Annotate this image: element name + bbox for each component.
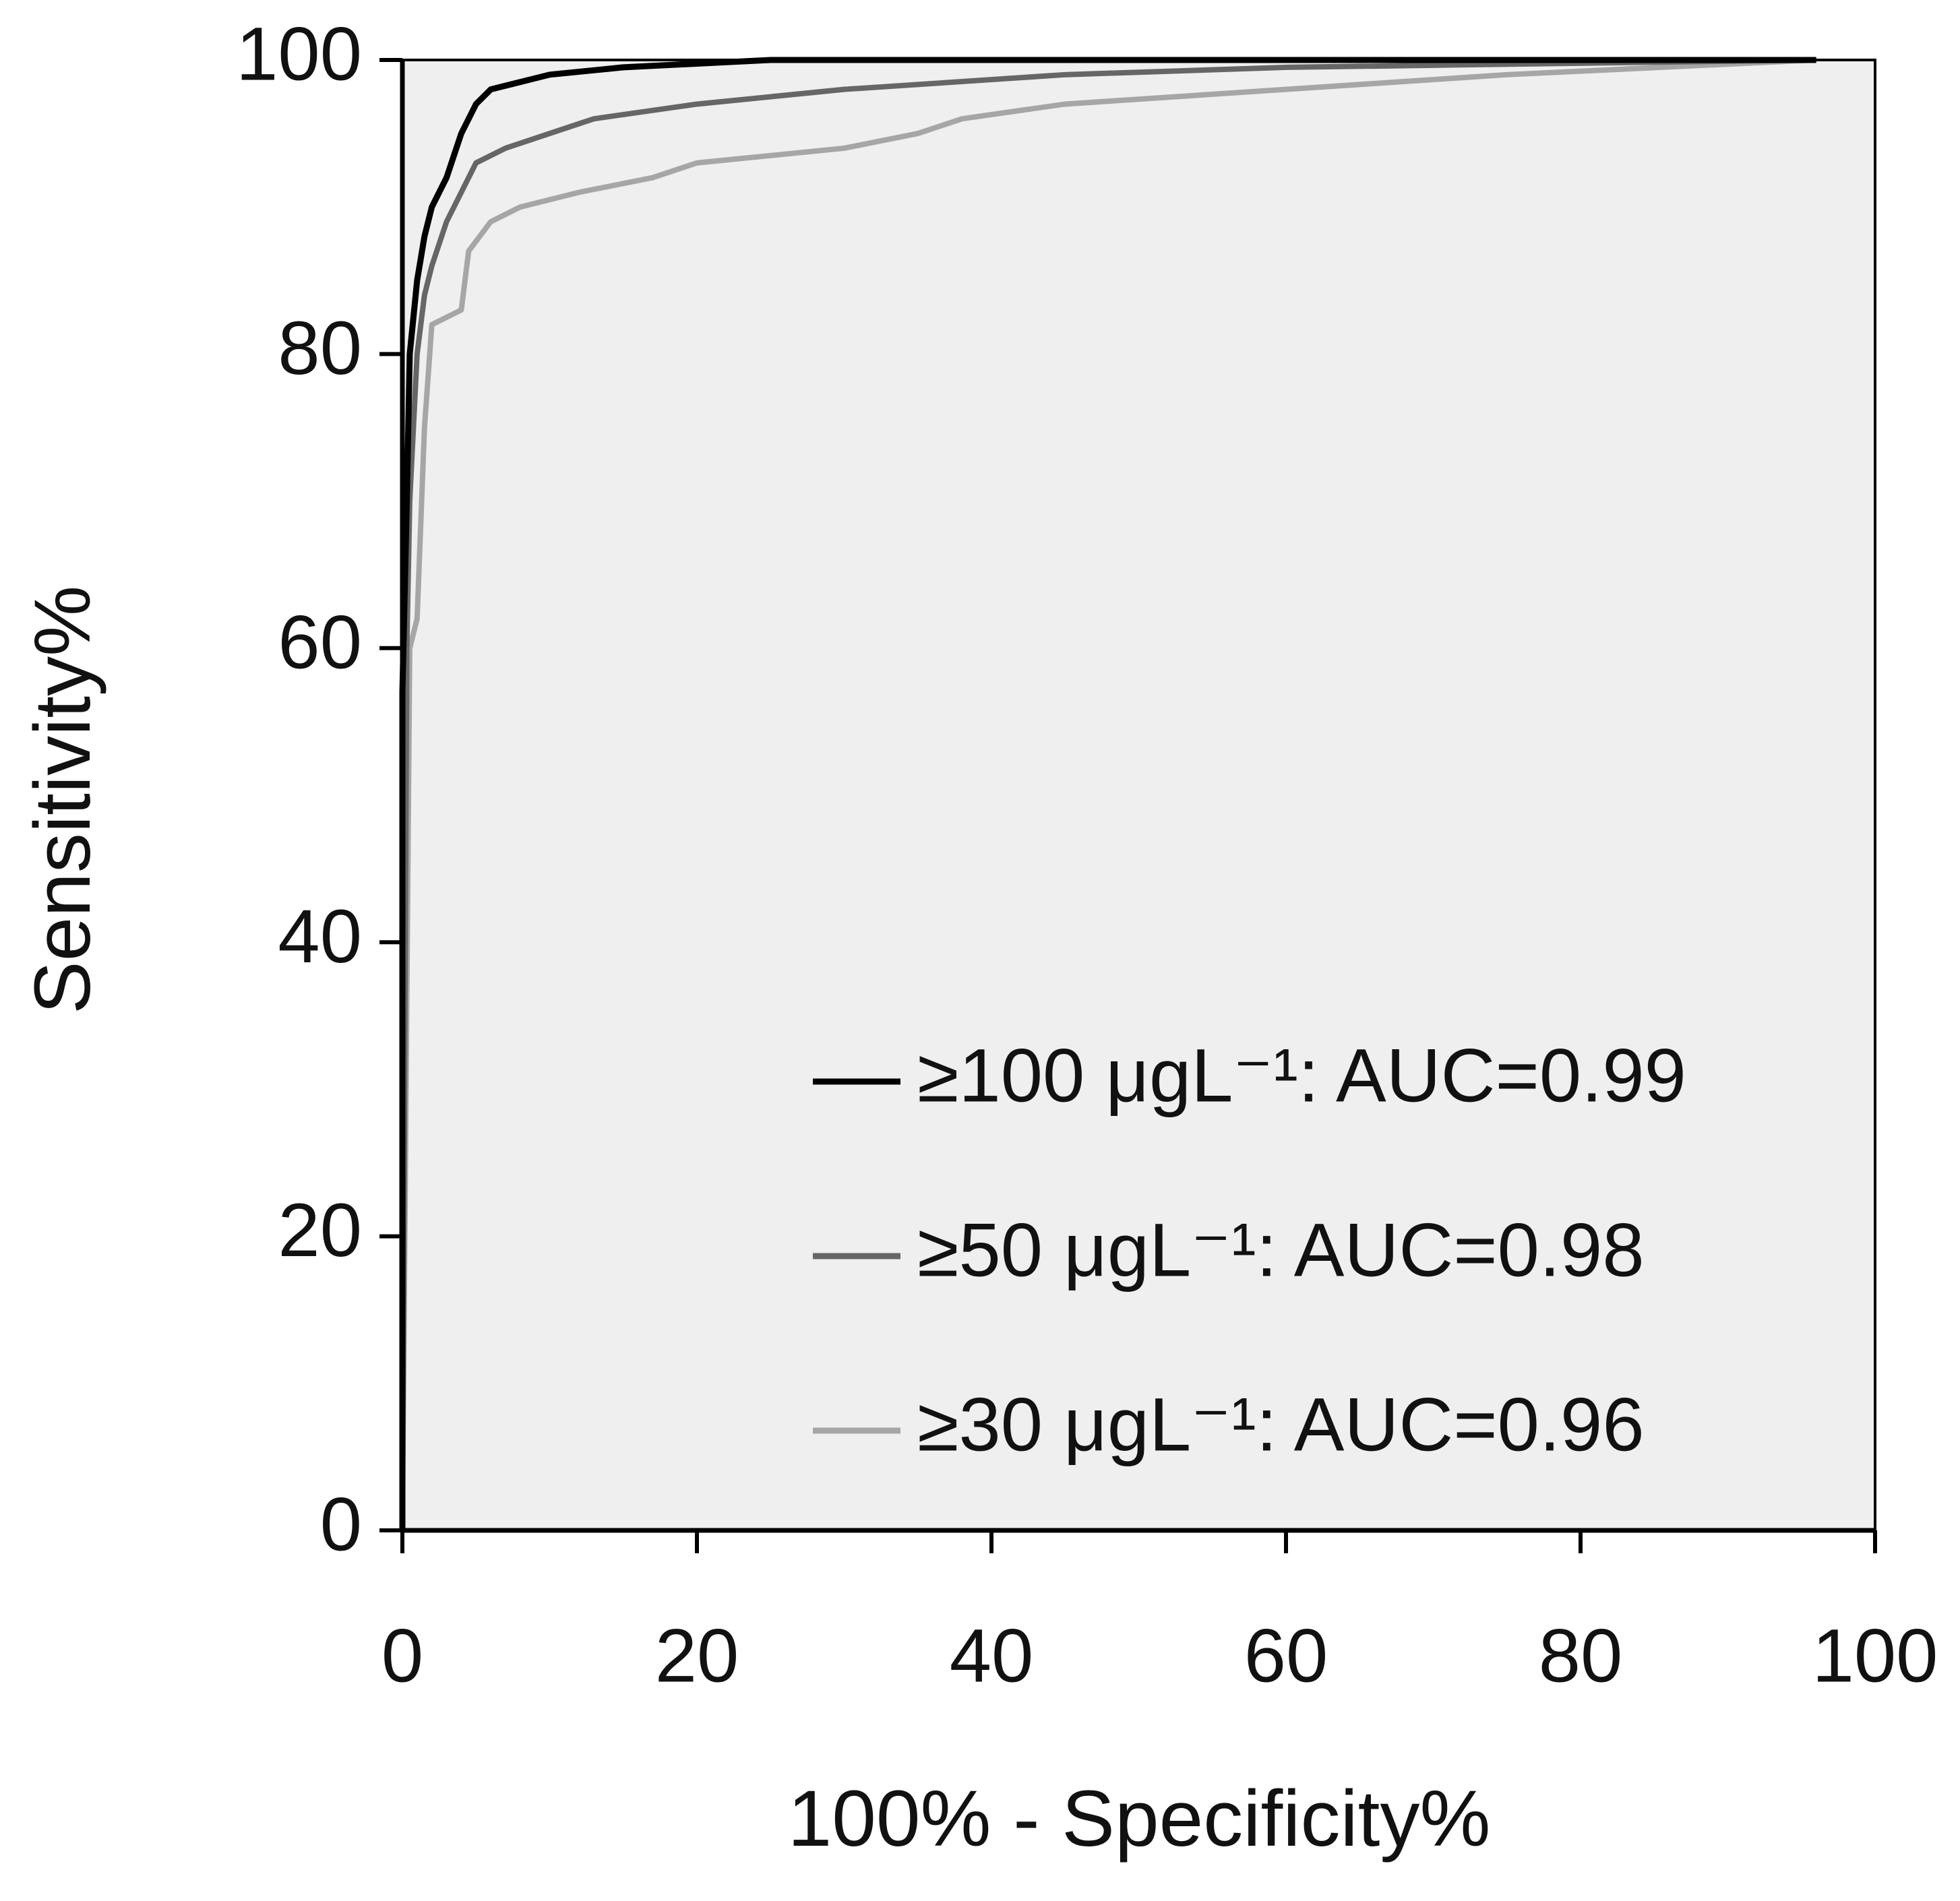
x-tick-label: 20 bbox=[655, 1614, 739, 1698]
x-axis-title: 100% - Specificity% bbox=[788, 1774, 1491, 1863]
series-line bbox=[400, 57, 1816, 1531]
legend-label: ≥100 μgL⁻¹: AUC=0.99 bbox=[917, 1034, 1686, 1118]
series-line bbox=[399, 57, 1816, 1530]
legend-label: ≥30 μgL⁻¹: AUC=0.96 bbox=[917, 1383, 1645, 1467]
y-tick-label: 80 bbox=[278, 306, 362, 390]
y-tick-label: 20 bbox=[278, 1188, 362, 1272]
y-tick-label: 0 bbox=[320, 1483, 362, 1567]
y-tick-label: 60 bbox=[278, 600, 362, 684]
x-tick-label: 40 bbox=[950, 1614, 1034, 1698]
legend-label: ≥50 μgL⁻¹: AUC=0.98 bbox=[917, 1208, 1645, 1292]
y-tick-label: 40 bbox=[278, 894, 362, 978]
x-tick-label: 60 bbox=[1244, 1614, 1328, 1698]
y-axis-title: Sensitivity% bbox=[18, 586, 107, 1014]
plot-area bbox=[401, 59, 1876, 1532]
x-tick-label: 100 bbox=[1812, 1614, 1938, 1698]
y-tick-label: 100 bbox=[236, 12, 362, 96]
x-tick-label: 0 bbox=[381, 1614, 423, 1698]
x-tick-label: 80 bbox=[1539, 1614, 1623, 1698]
series-line bbox=[400, 57, 1816, 1531]
